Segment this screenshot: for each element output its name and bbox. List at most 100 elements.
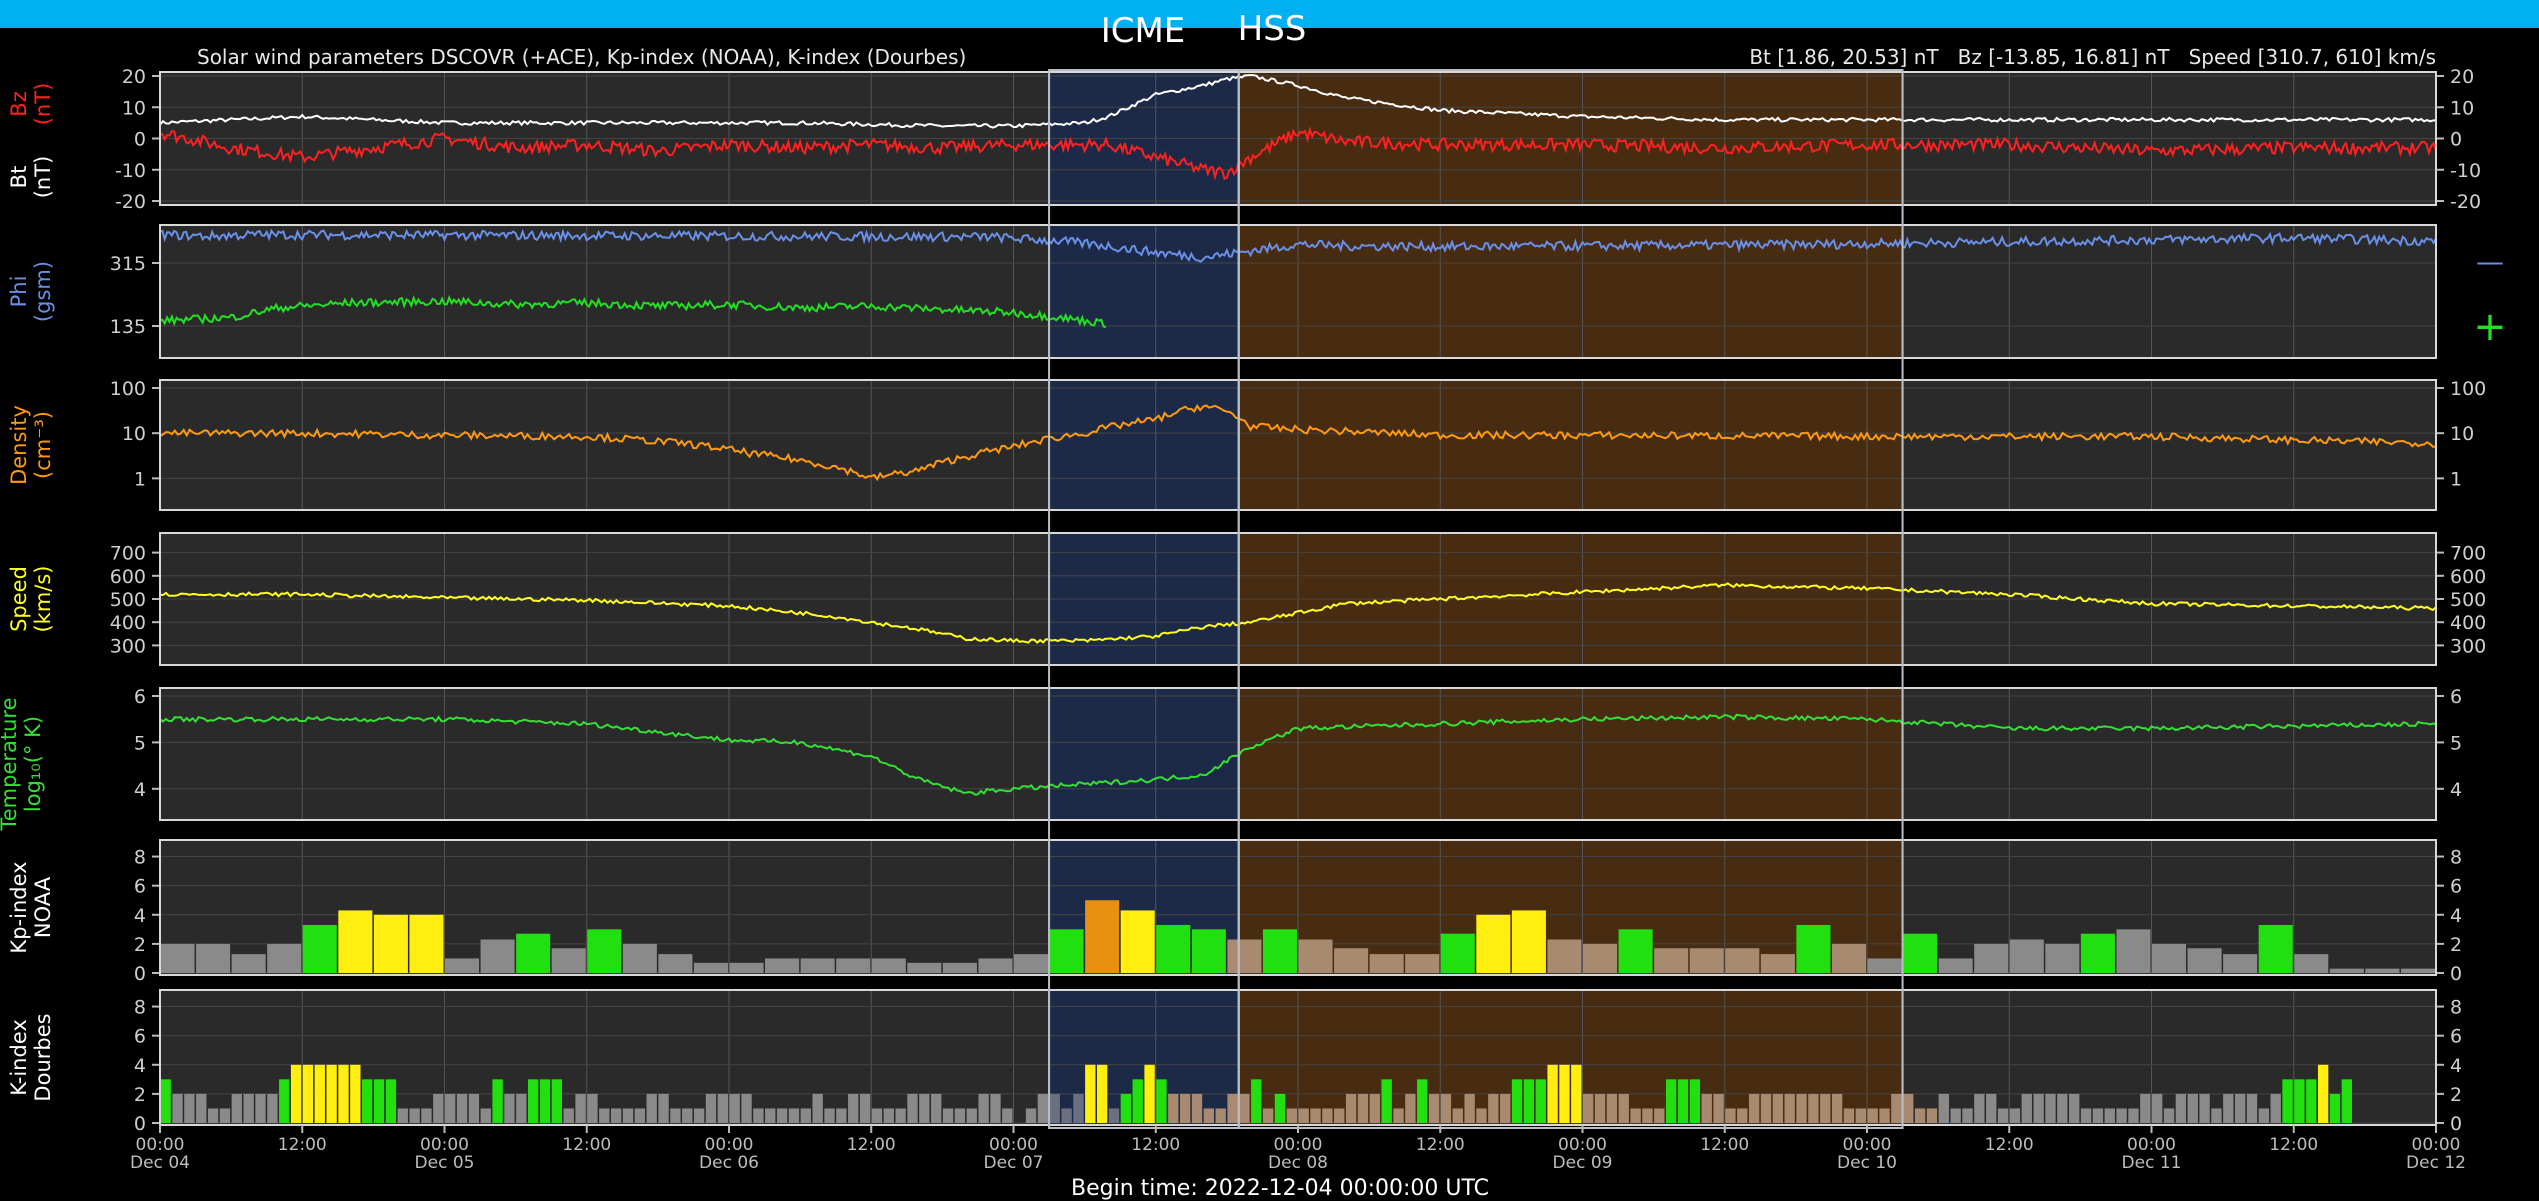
bar-k_dourbes bbox=[1879, 1108, 1890, 1123]
ytick-label-left: 0 bbox=[134, 963, 146, 985]
bar-k_dourbes bbox=[1618, 1093, 1629, 1123]
xtick-label-time: 12:00 bbox=[1416, 1135, 1465, 1155]
bar-k_dourbes bbox=[1867, 1108, 1878, 1123]
bar-kp bbox=[1547, 939, 1582, 973]
bar-k_dourbes bbox=[2021, 1093, 2032, 1123]
bar-k_dourbes bbox=[196, 1093, 207, 1123]
ytick-label-right: 4 bbox=[2450, 779, 2462, 801]
bar-k_dourbes bbox=[1381, 1079, 1392, 1123]
bar-kp bbox=[729, 962, 764, 973]
bar-kp bbox=[1831, 943, 1866, 973]
ytick-label-left: 1 bbox=[134, 468, 146, 490]
bar-kp bbox=[267, 943, 302, 973]
ylabel-speed: Speed(km/s) bbox=[7, 565, 55, 632]
bar-k_dourbes bbox=[2258, 1108, 2270, 1123]
bar-k_dourbes bbox=[1760, 1093, 1772, 1123]
bar-k_dourbes bbox=[2211, 1108, 2222, 1123]
panel-temperature: 6 6 5 5 4 4 Temperaturelog₁₀(° K) bbox=[0, 686, 2462, 832]
xtick-label-time: 12:00 bbox=[278, 1135, 327, 1155]
ytick-label-left: 400 bbox=[110, 612, 146, 634]
bar-k_dourbes bbox=[1594, 1093, 1606, 1123]
ytick-label-left: -10 bbox=[115, 160, 146, 182]
ytick-label-left: 700 bbox=[110, 543, 146, 565]
panel-k_dourbes: 8 8 6 6 4 4 2 2 0 0 K-indexDourbes bbox=[7, 989, 2462, 1135]
xtick-label-date: Dec 07 bbox=[984, 1153, 1044, 1173]
bar-k_dourbes bbox=[1144, 1064, 1155, 1123]
bar-k_dourbes bbox=[812, 1093, 823, 1123]
bar-k_dourbes bbox=[1345, 1093, 1357, 1123]
bar-kp bbox=[231, 954, 266, 973]
ytick-label-right: 2 bbox=[2450, 934, 2462, 956]
bar-k_dourbes bbox=[492, 1079, 503, 1123]
bar-k_dourbes bbox=[907, 1093, 918, 1123]
series-bt bbox=[159, 74, 2437, 129]
ytick-label-left: 6 bbox=[134, 876, 146, 898]
bar-k_dourbes bbox=[1986, 1093, 1997, 1123]
bar-k_dourbes bbox=[1725, 1108, 1736, 1123]
bar-k_dourbes bbox=[753, 1108, 764, 1123]
bar-k_dourbes bbox=[2163, 1108, 2175, 1123]
bar-k_dourbes bbox=[1334, 1108, 1345, 1123]
shade-hss bbox=[1238, 688, 1903, 820]
bar-kp bbox=[587, 929, 622, 973]
bar-kp bbox=[2009, 939, 2044, 973]
bar-k_dourbes bbox=[219, 1108, 231, 1123]
bar-k_dourbes bbox=[2270, 1093, 2281, 1123]
xtick-label-time: 00:00 bbox=[2127, 1135, 2176, 1155]
ytick-label-left: 0 bbox=[134, 1113, 146, 1135]
top-banner bbox=[0, 0, 2539, 28]
bar-k_dourbes bbox=[2187, 1093, 2198, 1123]
bar-k_dourbes bbox=[1820, 1093, 1831, 1123]
xtick-label-time: 00:00 bbox=[420, 1135, 469, 1155]
bar-k_dourbes bbox=[2246, 1093, 2258, 1123]
bar-k_dourbes bbox=[279, 1079, 290, 1123]
bar-k_dourbes bbox=[1464, 1093, 1475, 1123]
xtick-label-date: Dec 09 bbox=[1553, 1153, 1613, 1173]
bar-k_dourbes bbox=[1796, 1093, 1807, 1123]
icme-label: ICME bbox=[1101, 11, 1186, 51]
ytick-label-left: 10 bbox=[122, 97, 146, 119]
bar-k_dourbes bbox=[409, 1108, 420, 1123]
bar-k_dourbes bbox=[1476, 1108, 1487, 1123]
bar-k_dourbes bbox=[658, 1093, 669, 1123]
bar-kp bbox=[2329, 968, 2364, 973]
ylabel-temperature: Temperaturelog₁₀(° K) bbox=[0, 697, 45, 831]
bar-kp bbox=[1405, 954, 1440, 973]
bar-k_dourbes bbox=[646, 1093, 657, 1123]
bar-k_dourbes bbox=[350, 1064, 361, 1123]
bar-k_dourbes bbox=[800, 1108, 811, 1123]
bar-k_dourbes bbox=[2329, 1093, 2341, 1123]
bar-k_dourbes bbox=[1748, 1093, 1760, 1123]
bar-k_dourbes bbox=[2033, 1093, 2044, 1123]
bar-kp bbox=[1014, 954, 1049, 973]
bar-kp bbox=[1085, 900, 1120, 973]
panel-frame bbox=[159, 224, 2437, 359]
xtick-label-time: 12:00 bbox=[1131, 1135, 1180, 1155]
xtick-label-time: 00:00 bbox=[1843, 1135, 1892, 1155]
ytick-label-left: 8 bbox=[134, 847, 146, 869]
bar-k_dourbes bbox=[634, 1108, 646, 1123]
bar-k_dourbes bbox=[954, 1108, 966, 1123]
bar-k_dourbes bbox=[741, 1093, 752, 1123]
bar-k_dourbes bbox=[824, 1108, 835, 1123]
bar-k_dourbes bbox=[610, 1108, 622, 1123]
bar-k_dourbes bbox=[1642, 1108, 1653, 1123]
bar-k_dourbes bbox=[1108, 1108, 1120, 1123]
bar-k_dourbes bbox=[397, 1108, 408, 1123]
bar-k_dourbes bbox=[1452, 1108, 1463, 1123]
bar-k_dourbes bbox=[1191, 1093, 1203, 1123]
bar-k_dourbes bbox=[1950, 1108, 1961, 1123]
bar-k_dourbes bbox=[1547, 1064, 1558, 1123]
bar-k_dourbes bbox=[1274, 1093, 1286, 1123]
bar-k_dourbes bbox=[1500, 1093, 1511, 1123]
bar-k_dourbes bbox=[2294, 1079, 2305, 1123]
bar-kp bbox=[1298, 939, 1333, 973]
bar-kp bbox=[160, 943, 195, 973]
bar-k_dourbes bbox=[1606, 1093, 1618, 1123]
bar-k_dourbes bbox=[1689, 1079, 1701, 1123]
bar-k_dourbes bbox=[670, 1108, 681, 1123]
bar-kp bbox=[551, 948, 586, 973]
ylabel-phi: Phi(gsm) bbox=[7, 261, 55, 322]
